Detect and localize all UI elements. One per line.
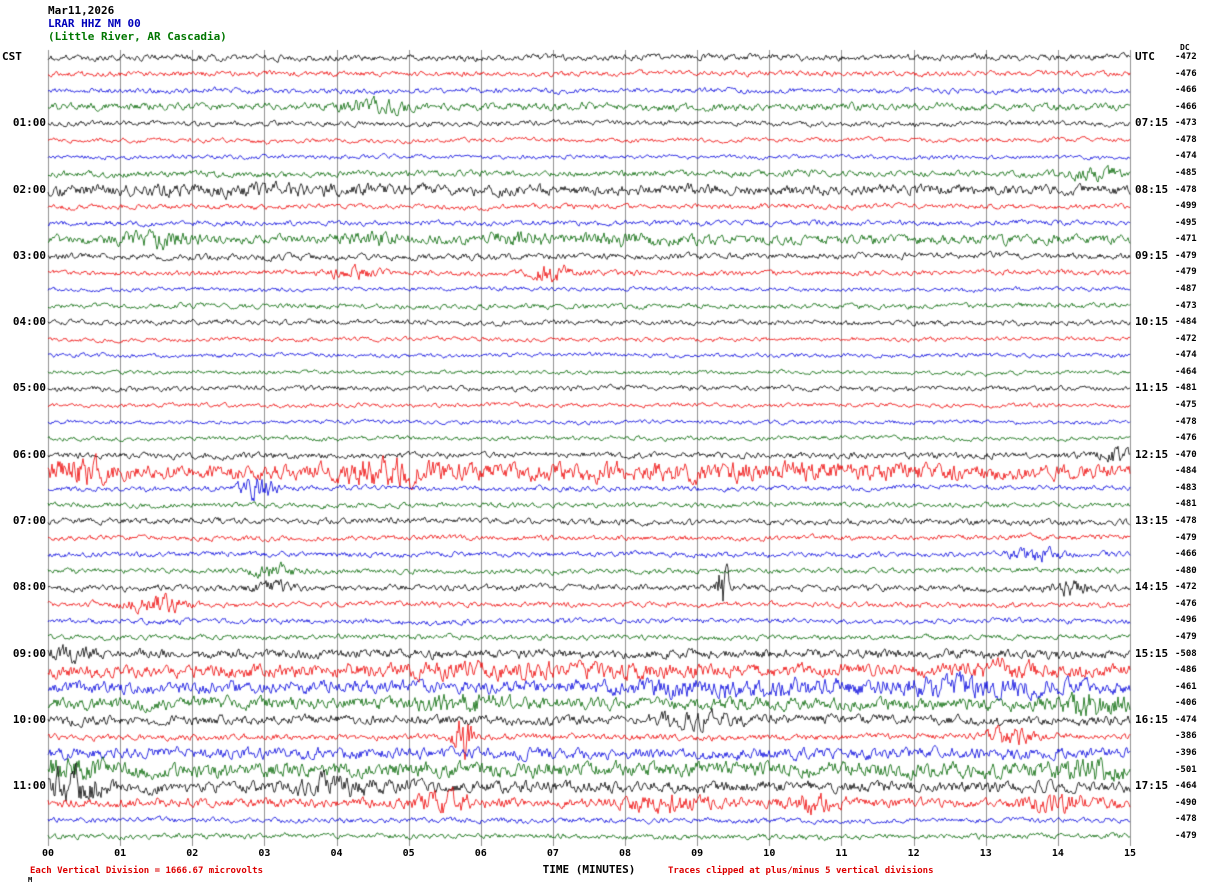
dc-offset-value: -483 <box>1175 482 1197 493</box>
cst-time-label: 05:00 <box>12 381 46 395</box>
dc-offset-value: -487 <box>1175 283 1197 294</box>
dc-offset-value: -496 <box>1175 615 1197 626</box>
dc-offset-value: -479 <box>1175 631 1197 642</box>
dc-offset-value: -473 <box>1175 118 1197 129</box>
cst-time-label: 09:00 <box>12 646 46 660</box>
dc-offset-value: -472 <box>1175 52 1197 62</box>
dc-offset-value: -476 <box>1175 68 1197 79</box>
footer-clip-note: Traces clipped at plus/minus 5 vertical … <box>668 866 934 876</box>
cst-time-label: 04:00 <box>12 315 46 329</box>
dc-offset-value: -484 <box>1175 317 1197 328</box>
x-tick-label: 14 <box>1051 848 1064 859</box>
cst-time-label: 01:00 <box>12 116 46 130</box>
dc-offset-value: -480 <box>1175 565 1197 576</box>
x-tick-label: 08 <box>619 848 632 859</box>
x-tick-label: 15 <box>1123 848 1137 859</box>
corner-glyph: M <box>28 876 33 884</box>
dc-offset-value: -478 <box>1175 134 1197 145</box>
utc-time-label: 08:15 <box>1135 182 1169 196</box>
dc-offset-value: -466 <box>1175 101 1197 112</box>
dc-offset-value: -474 <box>1175 714 1197 725</box>
dc-offset-value: -386 <box>1175 731 1197 742</box>
dc-offset-value: -478 <box>1175 184 1197 195</box>
dc-offset-value: -479 <box>1175 250 1197 261</box>
dc-offset-value: -471 <box>1175 234 1197 245</box>
cst-time-label: 02:00 <box>12 182 46 196</box>
dc-offset-value: -478 <box>1175 515 1197 526</box>
utc-time-label: 15:15 <box>1135 646 1169 660</box>
utc-time-label: 07:15 <box>1135 116 1169 130</box>
utc-time-label: 12:15 <box>1135 447 1169 461</box>
dc-offset-value: -461 <box>1175 681 1197 692</box>
x-tick-label: 13 <box>979 848 992 859</box>
dc-offset-value: -485 <box>1175 167 1197 178</box>
dc-offset-value: -470 <box>1175 449 1197 460</box>
dc-offset-value: -472 <box>1175 582 1197 593</box>
right-axis-header: UTC <box>1135 50 1155 63</box>
dc-offset-value: -475 <box>1175 399 1197 410</box>
left-axis-header: CST <box>2 50 22 63</box>
cst-time-label: 07:00 <box>12 513 46 527</box>
x-tick-label: 09 <box>691 848 704 859</box>
x-tick-label: 05 <box>402 848 415 859</box>
cst-time-label: 11:00 <box>12 779 46 793</box>
dc-offset-value: -476 <box>1175 598 1197 609</box>
x-tick-label: 00 <box>41 848 55 859</box>
dc-offset-value: -478 <box>1175 814 1197 825</box>
utc-time-label: 11:15 <box>1135 381 1169 395</box>
dc-offset-value: -464 <box>1175 781 1197 792</box>
cst-time-label: 08:00 <box>12 580 46 594</box>
x-tick-label: 11 <box>835 848 848 859</box>
utc-time-label: 17:15 <box>1135 779 1169 793</box>
utc-time-label: 13:15 <box>1135 513 1169 527</box>
dc-offset-value: -481 <box>1175 499 1197 510</box>
dc-offset-value: -474 <box>1175 350 1197 361</box>
title-station: LRAR HHZ NM 00 <box>48 17 141 30</box>
dc-offset-value: -466 <box>1175 549 1197 560</box>
x-tick-label: 02 <box>186 848 199 859</box>
utc-time-label: 14:15 <box>1135 580 1169 594</box>
dc-offset-value: -472 <box>1175 333 1197 344</box>
dc-offset-value: -495 <box>1175 217 1197 228</box>
dc-offset-value: -486 <box>1175 665 1197 676</box>
title-date: Mar11,2026 <box>48 4 115 17</box>
dc-offset-value: -479 <box>1175 267 1197 278</box>
x-tick-label: 04 <box>330 848 343 859</box>
dc-offset-value: -499 <box>1175 201 1197 212</box>
dc-offset-value: -484 <box>1175 466 1197 477</box>
x-tick-label: 07 <box>546 848 559 859</box>
cst-time-label: 10:00 <box>12 712 46 726</box>
x-axis-label: TIME (MINUTES) <box>542 863 636 876</box>
x-tick-label: 01 <box>114 848 127 859</box>
dc-offset-value: -406 <box>1175 698 1197 709</box>
dc-offset-value: -479 <box>1175 830 1197 841</box>
dc-offset-value: -501 <box>1175 764 1197 775</box>
dc-offset-value: -490 <box>1175 797 1197 808</box>
x-tick-label: 10 <box>763 848 776 859</box>
title-location: (Little River, AR Cascadia) <box>48 30 227 43</box>
utc-time-label: 10:15 <box>1135 315 1169 329</box>
utc-time-label: 09:15 <box>1135 248 1169 262</box>
dc-offset-value: -464 <box>1175 366 1197 377</box>
utc-time-label: 16:15 <box>1135 712 1169 726</box>
dc-offset-value: -396 <box>1175 747 1197 758</box>
dc-offset-value: -481 <box>1175 383 1197 394</box>
cst-time-label: 06:00 <box>12 447 46 461</box>
dc-offset-value: -478 <box>1175 416 1197 427</box>
dc-column-header: DC <box>1180 43 1190 52</box>
dc-offset-value: -479 <box>1175 532 1197 543</box>
dc-offset-value: -508 <box>1175 648 1197 659</box>
cst-time-label: 03:00 <box>12 248 46 262</box>
dc-offset-value: -474 <box>1175 151 1197 162</box>
dc-offset-value: -473 <box>1175 300 1197 311</box>
x-tick-label: 06 <box>474 848 487 859</box>
dc-offset-value: -466 <box>1175 85 1197 96</box>
x-tick-label: 12 <box>907 848 920 859</box>
dc-offset-value: -476 <box>1175 433 1197 444</box>
footer-scale-note: Each Vertical Division = 1666.67 microvo… <box>30 866 263 876</box>
x-tick-label: 03 <box>258 848 271 859</box>
